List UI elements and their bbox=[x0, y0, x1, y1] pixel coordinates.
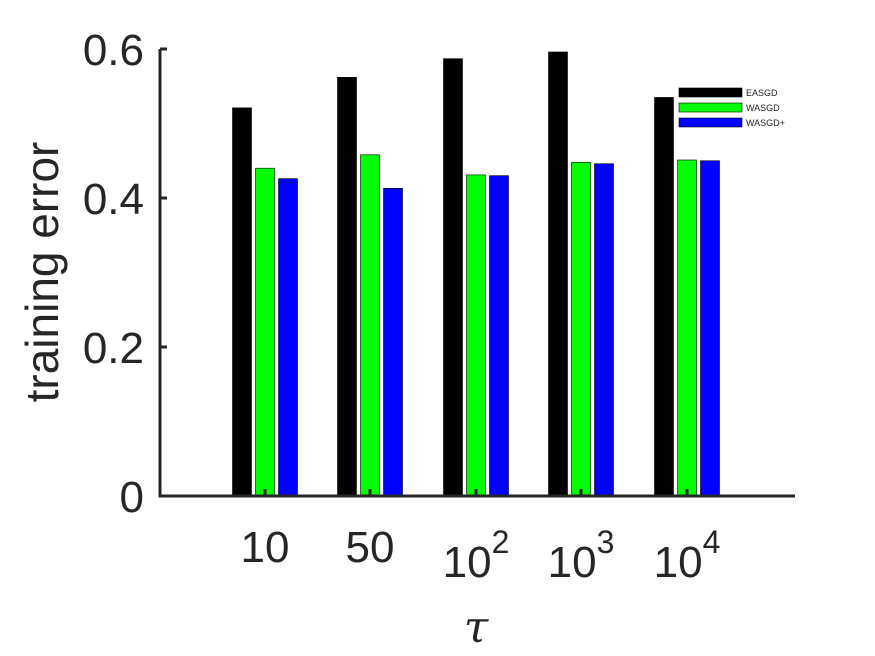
bar-wasgd-plus-1 bbox=[383, 188, 403, 497]
y-tick-label: 0.2 bbox=[83, 324, 144, 373]
bar-wasgd-plus-4 bbox=[700, 160, 720, 497]
y-tick-label: 0.4 bbox=[83, 175, 144, 224]
x-tick-label: 104 bbox=[654, 524, 721, 587]
bar-wasgd-3 bbox=[571, 161, 591, 497]
bar-easgd-2 bbox=[443, 58, 463, 497]
legend-swatch bbox=[678, 87, 743, 98]
bar-wasgd-2 bbox=[466, 174, 486, 497]
bar-wasgd-plus-2 bbox=[489, 175, 509, 497]
bar-easgd-4 bbox=[654, 97, 674, 497]
bar-wasgd-plus-0 bbox=[278, 178, 298, 497]
legend-swatch bbox=[678, 117, 743, 128]
bars-group bbox=[232, 51, 720, 497]
bar-easgd-0 bbox=[232, 107, 252, 497]
bar-wasgd-4 bbox=[677, 159, 697, 497]
y-ticks-group: 0 0.2 0.4 0.6 bbox=[83, 26, 167, 522]
x-tick-label: 103 bbox=[548, 524, 615, 587]
bar-wasgd-1 bbox=[360, 154, 380, 497]
legend-label: EASGD bbox=[746, 88, 778, 98]
y-tick-label: 0.6 bbox=[83, 26, 144, 75]
x-tick-label: 10 bbox=[241, 523, 290, 572]
legend-label: WASGD bbox=[746, 103, 780, 113]
legend-label: WASGD+ bbox=[746, 118, 785, 128]
x-tick-label: 50 bbox=[346, 523, 395, 572]
legend: EASGD WASGD WASGD+ bbox=[675, 84, 793, 131]
y-axis-label: training error bbox=[16, 142, 68, 403]
x-axis-label: τ bbox=[464, 602, 489, 653]
bar-wasgd-0 bbox=[255, 167, 275, 497]
y-tick-label: 0 bbox=[120, 473, 144, 522]
bar-easgd-1 bbox=[337, 77, 357, 497]
x-tick-label: 102 bbox=[443, 524, 510, 587]
bar-easgd-3 bbox=[548, 51, 568, 497]
bar-wasgd-plus-3 bbox=[594, 163, 614, 497]
x-ticks-group: 10 50 102 103 104 bbox=[241, 489, 721, 587]
legend-swatch bbox=[678, 102, 743, 113]
